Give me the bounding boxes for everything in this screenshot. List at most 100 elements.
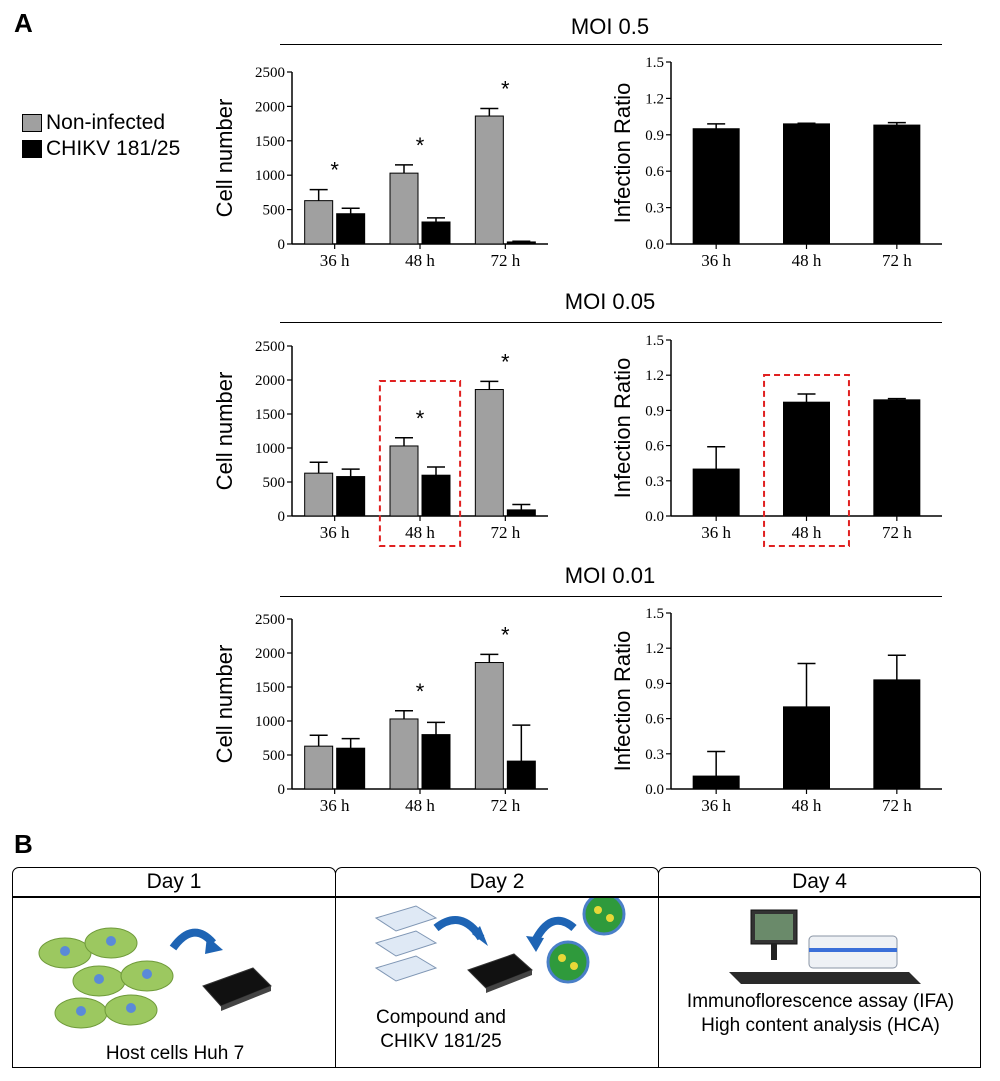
chart3-ytick-label: 1.5 bbox=[645, 333, 664, 349]
plate-icon bbox=[467, 953, 533, 993]
chart2-ytick-label: 2500 bbox=[255, 339, 285, 355]
chart3-bar bbox=[692, 468, 740, 517]
chart2-ytick-label: 500 bbox=[263, 475, 286, 491]
chart0-bar bbox=[474, 115, 504, 245]
chart3-ytick-label: 0.0 bbox=[645, 509, 664, 525]
chart3-highlight-box bbox=[763, 374, 850, 547]
chart0-significance-star: * bbox=[330, 158, 339, 183]
chart0-bar bbox=[506, 241, 536, 245]
day-2-caption-line1: Compound and bbox=[376, 1007, 506, 1028]
chart2-category-label: 72 h bbox=[490, 523, 520, 542]
chart3-ytick-label: 0.6 bbox=[645, 439, 664, 455]
chart5-ytick-label: 0.9 bbox=[645, 676, 664, 692]
chart2-ytick-label: 1500 bbox=[255, 407, 285, 423]
chart4-category-label: 36 h bbox=[320, 796, 350, 815]
chart1-ytick-label: 0.6 bbox=[645, 164, 664, 180]
chart3-category-label: 36 h bbox=[701, 523, 731, 542]
legend-swatch-grey bbox=[22, 114, 42, 132]
charts-area: 0 500 1000 1500 2000 2500 Cell number 36 h * 48 h… bbox=[212, 55, 942, 815]
day-4-body: Immunoflorescence assay (IFA) High conte… bbox=[658, 897, 981, 1068]
chart5-bar bbox=[873, 679, 921, 790]
chart5-category-label: 48 h bbox=[792, 796, 822, 815]
chart5-ytick-label: 1.5 bbox=[645, 606, 664, 622]
chart4-ytick-label: 2500 bbox=[255, 612, 285, 628]
chart4-ytick-label: 2000 bbox=[255, 646, 285, 662]
chart1-bar bbox=[692, 128, 740, 245]
moi-rule-0 bbox=[280, 44, 942, 45]
chart3-bar bbox=[783, 401, 830, 517]
chart4-ylabel: Cell number bbox=[212, 645, 237, 764]
chart4-ytick-label: 0 bbox=[278, 782, 286, 798]
chart1-category-label: 36 h bbox=[701, 251, 731, 270]
panel-label-b: B bbox=[14, 829, 33, 859]
chart2-bar bbox=[506, 509, 536, 517]
chart1-ytick-label: 0.3 bbox=[645, 201, 664, 217]
panel-label-a: A bbox=[14, 8, 33, 38]
chart4-bar bbox=[421, 734, 451, 790]
chart1-ylabel: Infection Ratio bbox=[610, 83, 635, 224]
plate-icon bbox=[202, 967, 272, 1011]
chart1-bar bbox=[783, 123, 830, 245]
chart1-ytick-label: 0.0 bbox=[645, 237, 664, 253]
chart5-ytick-label: 0.3 bbox=[645, 747, 664, 763]
legend-swatch-black bbox=[22, 140, 42, 158]
compound-plates-icon bbox=[374, 905, 438, 982]
chart0-bar bbox=[389, 172, 419, 245]
chart2-ytick-label: 1000 bbox=[255, 441, 285, 457]
chart3-ytick-label: 0.9 bbox=[645, 403, 664, 419]
chart2-highlight-box bbox=[378, 380, 462, 547]
chart3-ylabel: Infection Ratio bbox=[610, 358, 635, 499]
chart4-ytick-label: 1500 bbox=[255, 680, 285, 696]
chart5-ytick-label: 0.0 bbox=[645, 782, 664, 798]
chart0-category-label: 36 h bbox=[320, 251, 350, 270]
chart2-category-label: 36 h bbox=[320, 523, 350, 542]
virus-icon bbox=[546, 898, 626, 984]
chart4-significance-star: * bbox=[501, 622, 510, 647]
chart2-significance-star: * bbox=[501, 349, 510, 374]
chart1-ytick-label: 1.2 bbox=[645, 91, 664, 107]
chart2-bar bbox=[421, 474, 451, 517]
chart4-bar bbox=[506, 760, 536, 790]
host-cells-icon bbox=[38, 927, 174, 1029]
chart1-category-label: 72 h bbox=[882, 251, 912, 270]
day-4-caption-line1: Immunoflorescence assay (IFA) bbox=[686, 991, 955, 1012]
chart2-bar bbox=[336, 476, 366, 517]
chart2-significance-star: * bbox=[416, 406, 425, 431]
chart0-bar bbox=[421, 221, 451, 245]
moi-rule-1 bbox=[280, 322, 942, 323]
chart5-category-label: 36 h bbox=[701, 796, 731, 815]
day-1-caption: Host cells Huh 7 bbox=[105, 1043, 245, 1064]
moi-title-2: MOI 0.01 bbox=[564, 563, 656, 588]
chart4-category-label: 72 h bbox=[490, 796, 520, 815]
chart0-bar bbox=[336, 213, 366, 245]
day-2-header: Day 2 bbox=[335, 867, 659, 897]
hca-instrument-illustration bbox=[729, 909, 921, 984]
legend-label-chikv: CHIKV 181/25 bbox=[46, 137, 181, 160]
chart0-ytick-label: 0 bbox=[278, 237, 286, 253]
chart0-significance-star: * bbox=[416, 133, 425, 158]
chart0-ytick-label: 2000 bbox=[255, 99, 285, 115]
chart4-ytick-label: 1000 bbox=[255, 714, 285, 730]
chart5-ytick-label: 1.2 bbox=[645, 641, 664, 657]
day-4-header: Day 4 bbox=[658, 867, 981, 897]
chart0-category-label: 72 h bbox=[490, 251, 520, 270]
chart3-ytick-label: 0.3 bbox=[645, 474, 664, 490]
chart0-ytick-label: 2500 bbox=[255, 65, 285, 81]
chart5-bar bbox=[783, 706, 830, 790]
chart4-bar bbox=[389, 718, 419, 790]
chart4-bar bbox=[474, 662, 504, 790]
day-4-caption-line2: High content analysis (HCA) bbox=[701, 1015, 940, 1036]
legend-label-non-infected: Non-infected bbox=[46, 111, 166, 134]
day-1-header: Day 1 bbox=[12, 867, 336, 897]
chart0-ytick-label: 1000 bbox=[255, 168, 285, 184]
compound-illustration bbox=[374, 898, 626, 993]
timeline-diagram: Day 1 bbox=[12, 867, 981, 1070]
chart1-category-label: 48 h bbox=[792, 251, 822, 270]
chart2-bar bbox=[389, 445, 419, 517]
chart0-ytick-label: 1500 bbox=[255, 134, 285, 150]
legend-item-non-infected: Non-infected bbox=[22, 110, 180, 136]
bench-icon bbox=[729, 972, 921, 984]
chart1-bar bbox=[873, 124, 921, 245]
legend: Non-infected CHIKV 181/25 bbox=[22, 110, 180, 162]
day-1-body: Host cells Huh 7 bbox=[12, 897, 336, 1068]
